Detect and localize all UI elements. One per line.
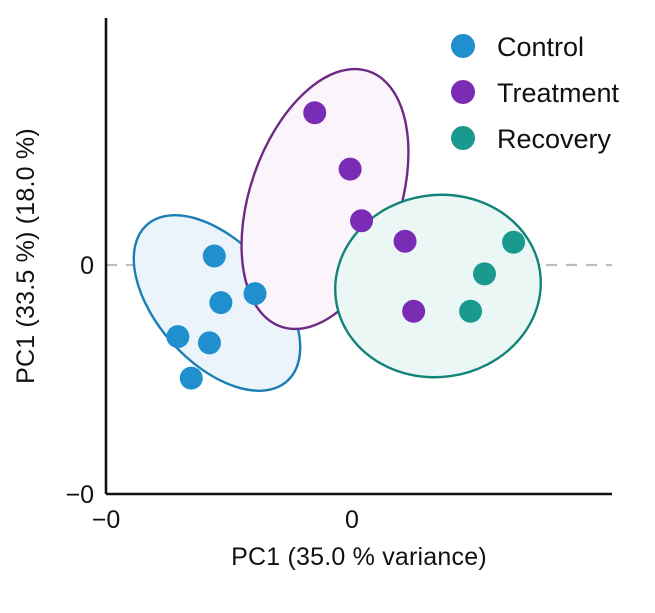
legend-marker-treatment[interactable] (451, 80, 475, 104)
data-point-recovery-2[interactable] (472, 262, 496, 286)
legend: Control Treatment Recovery (451, 32, 620, 154)
y-axis-title: PC1 (33.5 %) (18.0 %) (12, 128, 40, 384)
data-point-control-6[interactable] (179, 366, 203, 390)
y-tick-label-bottom: −0 (65, 481, 94, 509)
x-tick-label-left: −0 (92, 506, 121, 534)
legend-label-recovery[interactable]: Recovery (497, 124, 612, 154)
data-points-layer (166, 101, 526, 390)
x-tick-label-zero: 0 (345, 506, 359, 534)
legend-label-treatment[interactable]: Treatment (497, 78, 620, 108)
cluster-ellipse-layer (132, 67, 542, 392)
data-point-control-3[interactable] (209, 291, 233, 315)
data-point-control-1[interactable] (202, 244, 226, 268)
cluster-ellipse-recovery (334, 193, 542, 379)
data-point-treatment-4[interactable] (393, 229, 417, 253)
legend-marker-control[interactable] (451, 34, 475, 58)
y-tick-label-zero: 0 (80, 252, 94, 280)
data-point-control-5[interactable] (197, 331, 221, 355)
data-point-recovery-3[interactable] (459, 299, 483, 323)
data-point-treatment-3[interactable] (350, 209, 374, 233)
data-point-treatment-5[interactable] (402, 299, 426, 323)
data-point-control-2[interactable] (243, 282, 267, 306)
data-point-treatment-2[interactable] (338, 157, 362, 181)
data-point-treatment-1[interactable] (303, 101, 327, 125)
x-axis-title: PC1 (35.0 % variance) (231, 543, 487, 571)
data-point-control-4[interactable] (166, 325, 190, 349)
legend-label-control[interactable]: Control (497, 32, 584, 62)
data-point-recovery-1[interactable] (502, 230, 526, 254)
legend-marker-recovery[interactable] (451, 126, 475, 150)
